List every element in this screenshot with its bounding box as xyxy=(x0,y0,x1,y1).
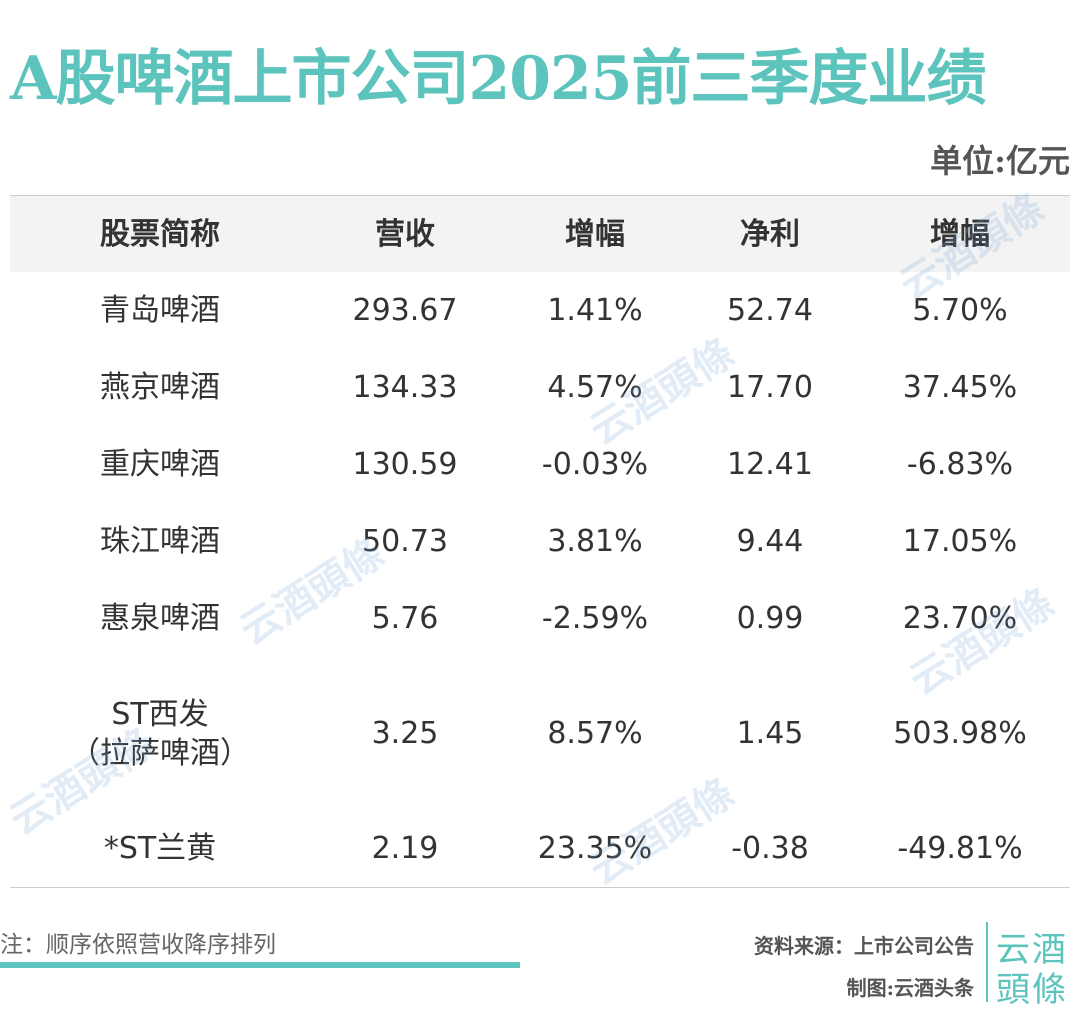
cell: 37.45% xyxy=(902,370,1018,405)
cell: -0.38 xyxy=(731,831,809,866)
cell: 50.73 xyxy=(362,524,448,559)
cell: *ST兰黄 xyxy=(103,831,217,866)
data-row: 燕京啤酒 134.33 4.57% 17.70 37.45% xyxy=(10,349,1070,427)
header-cell: 增幅 xyxy=(930,216,990,252)
cell: 0.99 xyxy=(736,601,804,636)
cell: 4.57% xyxy=(547,370,643,405)
source: 资料来源：上市公司公告 xyxy=(754,934,974,958)
header-cell: 净利 xyxy=(740,216,800,252)
header-cell: 股票简称 xyxy=(100,216,220,252)
cell: 1.45 xyxy=(736,716,804,751)
cell: 青岛啤酒 xyxy=(100,293,220,328)
cell: 503.98% xyxy=(893,716,1027,751)
data-row: 青岛啤酒 293.67 1.41% 52.74 5.70% xyxy=(10,272,1070,350)
cell: 17.05% xyxy=(902,524,1018,559)
logo: 頭條 xyxy=(996,970,1068,1010)
data-row: 惠泉啤酒 5.76 -2.59% 0.99 23.70% xyxy=(10,580,1070,658)
cell: 9.44 xyxy=(736,524,804,559)
cell: 2.19 xyxy=(371,831,439,866)
data-row: 重庆啤酒 130.59 -0.03% 12.41 -6.83% xyxy=(10,426,1070,504)
cell: 3.81% xyxy=(547,524,643,559)
cell: -2.59% xyxy=(541,601,649,636)
data-row: 珠江啤酒 50.73 3.81% 9.44 17.05% xyxy=(10,503,1070,581)
cell: ST西发 （拉萨啤酒） xyxy=(70,696,250,771)
cell: 12.41 xyxy=(727,447,813,482)
title: A股啤酒上市公司2025前三季度业绩 xyxy=(10,44,987,114)
cell: 珠江啤酒 xyxy=(100,524,220,559)
cell: 293.67 xyxy=(352,293,458,328)
header-cell: 增幅 xyxy=(565,216,625,252)
note: 注：顺序依照营收降序排列 xyxy=(0,932,276,958)
cell: 134.33 xyxy=(352,370,458,405)
unit: 单位:亿元 xyxy=(930,142,1070,180)
cell: 5.76 xyxy=(371,601,439,636)
cell: 23.70% xyxy=(902,601,1018,636)
data-row: *ST兰黄 2.19 23.35% -0.38 -49.81% xyxy=(10,810,1070,888)
cell: 燕京啤酒 xyxy=(100,370,220,405)
cell: -49.81% xyxy=(897,831,1023,866)
cell: 52.74 xyxy=(727,293,813,328)
cell: -0.03% xyxy=(541,447,649,482)
cell: 17.70 xyxy=(727,370,813,405)
divider xyxy=(986,922,988,1002)
logo: 云酒 xyxy=(996,930,1068,970)
cell: 23.35% xyxy=(537,831,653,866)
cell: 3.25 xyxy=(371,716,439,751)
data-row: ST西发 （拉萨啤酒） 3.25 8.57% 1.45 503.98% xyxy=(10,657,1070,811)
credit: 制图:云酒头条 xyxy=(846,976,974,1000)
cell: 130.59 xyxy=(352,447,458,482)
table-top-border xyxy=(10,195,1070,196)
cell: 5.70% xyxy=(912,293,1008,328)
accent-bar xyxy=(0,962,520,968)
header-cell: 营收 xyxy=(375,216,435,252)
cell: 8.57% xyxy=(547,716,643,751)
cell: 惠泉啤酒 xyxy=(100,601,220,636)
cell: -6.83% xyxy=(906,447,1014,482)
header-row: 股票简称 营收 增幅 净利 增幅 xyxy=(10,196,1070,273)
cell: 1.41% xyxy=(547,293,643,328)
cell: 重庆啤酒 xyxy=(100,447,220,482)
